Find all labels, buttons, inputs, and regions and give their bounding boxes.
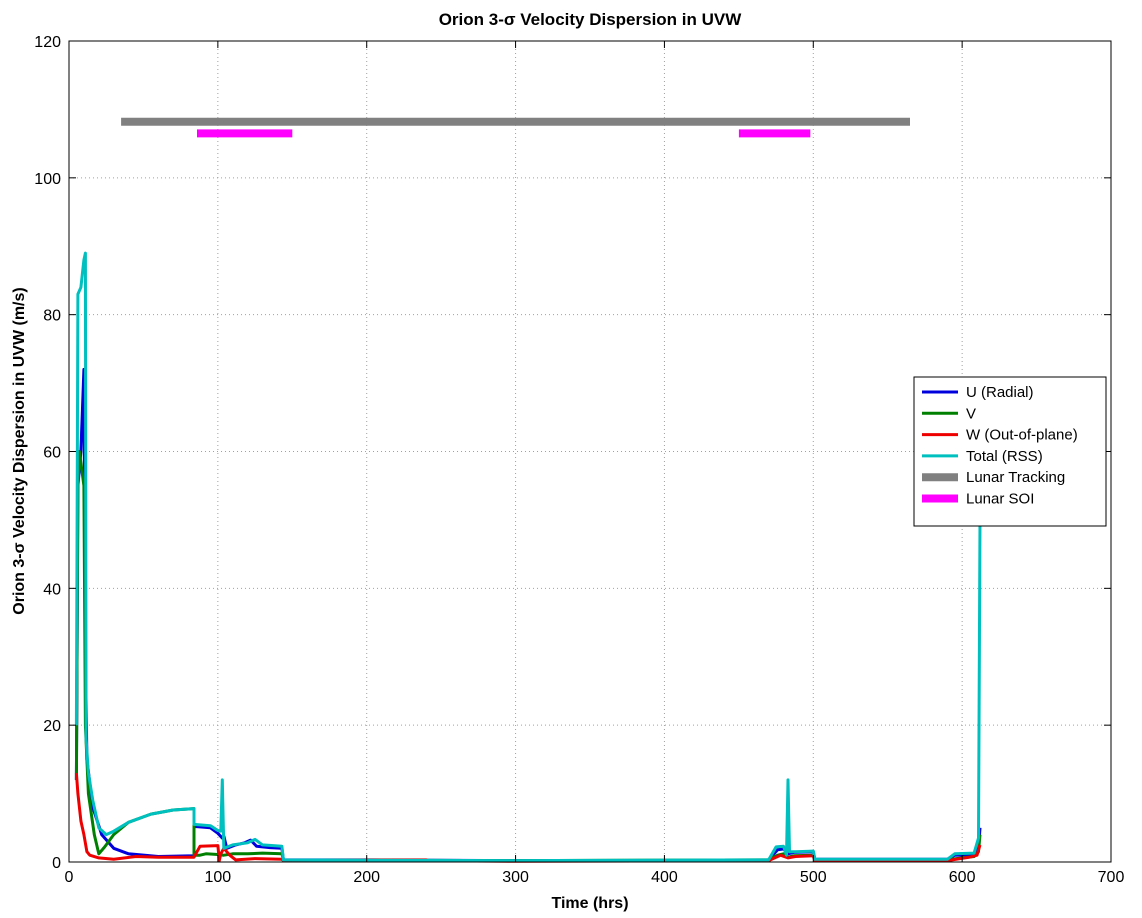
- series-v-line: [74, 450, 982, 863]
- series-w-out-of-plane-line: [74, 772, 982, 863]
- x-axis-label: Time (hrs): [551, 895, 628, 912]
- x-tick-label: 700: [1098, 869, 1125, 886]
- y-tick-label: 60: [43, 445, 61, 462]
- legend-label: Lunar SOI: [966, 491, 1034, 508]
- legend-label: Total (RSS): [966, 448, 1043, 465]
- x-tick-label: 0: [65, 869, 74, 886]
- series-total-rss-line: [74, 251, 982, 863]
- legend-label: U (Radial): [966, 384, 1034, 401]
- y-tick-label: 120: [34, 34, 61, 51]
- y-tick-label: 40: [43, 581, 61, 598]
- legend-label: W (Out-of-plane): [966, 427, 1078, 444]
- x-tick-label: 400: [651, 869, 678, 886]
- y-tick-label: 20: [43, 718, 61, 735]
- x-tick-label: 500: [800, 869, 827, 886]
- y-tick-label: 80: [43, 308, 61, 325]
- x-tick-label: 100: [205, 869, 232, 886]
- legend-label: V: [966, 405, 976, 422]
- y-axis-label: Orion 3-σ Velocity Dispersion in UVW (m/…: [11, 287, 28, 614]
- y-tick-label: 100: [34, 171, 61, 188]
- y-tick-label: 0: [52, 855, 61, 872]
- series-u-radial-line: [74, 367, 982, 863]
- chart-title: Orion 3-σ Velocity Dispersion in UVW: [439, 10, 743, 29]
- x-tick-label: 300: [502, 869, 529, 886]
- axis-ticks: 0 100 200 300 400 500 600 700 0 20 40 60 80 100 120: [34, 34, 1124, 886]
- legend-label: Lunar Tracking: [966, 469, 1065, 486]
- plot-series: [74, 117, 982, 863]
- legend: U (Radial) V W (Out-of-plane) Total (RSS) Lu…: [913, 376, 1107, 527]
- x-tick-label: 600: [949, 869, 976, 886]
- grid-lines: [69, 41, 1111, 862]
- x-tick-label: 200: [353, 869, 380, 886]
